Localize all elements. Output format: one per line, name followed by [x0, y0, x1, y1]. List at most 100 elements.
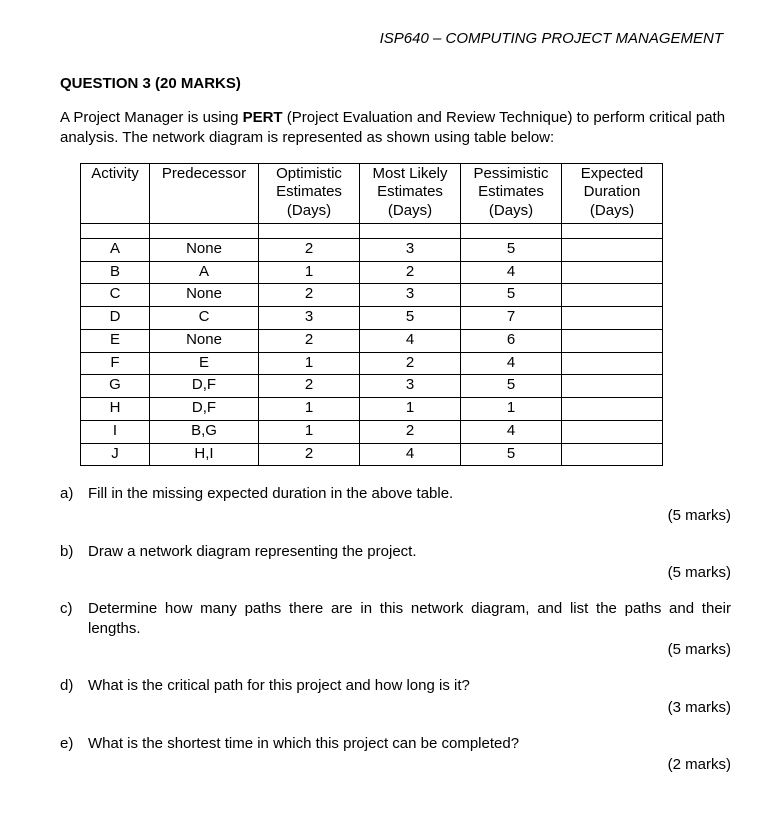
table-row: DC357: [81, 307, 663, 330]
table-cell: 2: [259, 284, 360, 307]
part-text: Draw a network diagram representing the …: [88, 542, 731, 562]
part-label: b): [60, 542, 88, 562]
question-title: QUESTION 3 (20 MARKS): [60, 75, 731, 92]
table-cell: [562, 284, 663, 307]
spacer-cell: [461, 223, 562, 238]
table-cell: 2: [259, 238, 360, 261]
col-header: OptimisticEstimates(Days): [259, 163, 360, 223]
table-cell: A: [150, 261, 259, 284]
table-row: IB,G124: [81, 420, 663, 443]
table-cell: 1: [360, 398, 461, 421]
part-label: d): [60, 676, 88, 696]
col-header: Activity: [81, 163, 150, 223]
col-header: ExpectedDuration(Days): [562, 163, 663, 223]
table-cell: [562, 238, 663, 261]
table-cell: 4: [461, 352, 562, 375]
spacer-cell: [150, 223, 259, 238]
table-cell: 5: [360, 307, 461, 330]
intro-prefix: A Project Manager is using: [60, 109, 243, 126]
part-row: b)Draw a network diagram representing th…: [60, 542, 731, 562]
header-row: ActivityPredecessorOptimisticEstimates(D…: [81, 163, 663, 223]
spacer-cell: [562, 223, 663, 238]
spacer-cell: [360, 223, 461, 238]
table-cell: None: [150, 284, 259, 307]
table-cell: [562, 329, 663, 352]
question-part: b)Draw a network diagram representing th…: [60, 542, 731, 581]
table-cell: J: [81, 443, 150, 466]
table-cell: 6: [461, 329, 562, 352]
part-row: d)What is the critical path for this pro…: [60, 676, 731, 696]
part-marks: (2 marks): [60, 756, 731, 773]
table-cell: 2: [259, 329, 360, 352]
part-marks: (5 marks): [60, 641, 731, 658]
table-cell: [562, 307, 663, 330]
part-label: a): [60, 484, 88, 504]
table-cell: 3: [259, 307, 360, 330]
col-header: Predecessor: [150, 163, 259, 223]
table-cell: 1: [461, 398, 562, 421]
part-row: c)Determine how many paths there are in …: [60, 599, 731, 640]
col-header: PessimisticEstimates(Days): [461, 163, 562, 223]
table-cell: 5: [461, 443, 562, 466]
pert-table: ActivityPredecessorOptimisticEstimates(D…: [80, 163, 663, 467]
table-cell: 5: [461, 375, 562, 398]
table-cell: 1: [259, 420, 360, 443]
table-cell: 3: [360, 284, 461, 307]
question-intro: A Project Manager is using PERT (Project…: [60, 108, 731, 149]
table-cell: G: [81, 375, 150, 398]
part-text: Determine how many paths there are in th…: [88, 599, 731, 640]
table-cell: 5: [461, 238, 562, 261]
table-cell: C: [81, 284, 150, 307]
table-cell: 1: [259, 261, 360, 284]
part-text: What is the critical path for this proje…: [88, 676, 731, 696]
table-cell: I: [81, 420, 150, 443]
table-row: JH,I245: [81, 443, 663, 466]
table-cell: [562, 398, 663, 421]
intro-bold: PERT: [243, 109, 283, 126]
table-cell: D,F: [150, 398, 259, 421]
pert-table-wrap: ActivityPredecessorOptimisticEstimates(D…: [80, 163, 731, 467]
table-cell: 2: [259, 443, 360, 466]
table-row: FE124: [81, 352, 663, 375]
table-cell: 4: [461, 261, 562, 284]
table-cell: 4: [360, 443, 461, 466]
spacer-cell: [259, 223, 360, 238]
part-marks: (5 marks): [60, 507, 731, 524]
table-cell: 2: [360, 420, 461, 443]
table-cell: [562, 375, 663, 398]
table-body: ANone235BA124CNone235DC357ENone246FE124G…: [81, 223, 663, 466]
table-cell: 5: [461, 284, 562, 307]
spacer-cell: [81, 223, 150, 238]
table-head: ActivityPredecessorOptimisticEstimates(D…: [81, 163, 663, 223]
part-row: a)Fill in the missing expected duration …: [60, 484, 731, 504]
question-part: d)What is the critical path for this pro…: [60, 676, 731, 715]
part-row: e)What is the shortest time in which thi…: [60, 734, 731, 754]
table-row: HD,F111: [81, 398, 663, 421]
part-text: Fill in the missing expected duration in…: [88, 484, 731, 504]
table-row: ENone246: [81, 329, 663, 352]
table-cell: 2: [360, 261, 461, 284]
table-cell: B: [81, 261, 150, 284]
table-cell: [562, 443, 663, 466]
table-cell: 3: [360, 375, 461, 398]
table-cell: 2: [360, 352, 461, 375]
table-cell: 4: [461, 420, 562, 443]
table-cell: 1: [259, 352, 360, 375]
table-cell: [562, 420, 663, 443]
spacer-row: [81, 223, 663, 238]
table-cell: A: [81, 238, 150, 261]
table-cell: 3: [360, 238, 461, 261]
table-cell: 4: [360, 329, 461, 352]
table-row: ANone235: [81, 238, 663, 261]
table-row: CNone235: [81, 284, 663, 307]
table-cell: H,I: [150, 443, 259, 466]
part-text: What is the shortest time in which this …: [88, 734, 731, 754]
table-cell: 2: [259, 375, 360, 398]
question-part: e)What is the shortest time in which thi…: [60, 734, 731, 773]
table-cell: None: [150, 238, 259, 261]
table-cell: E: [150, 352, 259, 375]
question-part: c)Determine how many paths there are in …: [60, 599, 731, 659]
table-row: BA124: [81, 261, 663, 284]
part-marks: (3 marks): [60, 699, 731, 716]
table-cell: 1: [259, 398, 360, 421]
